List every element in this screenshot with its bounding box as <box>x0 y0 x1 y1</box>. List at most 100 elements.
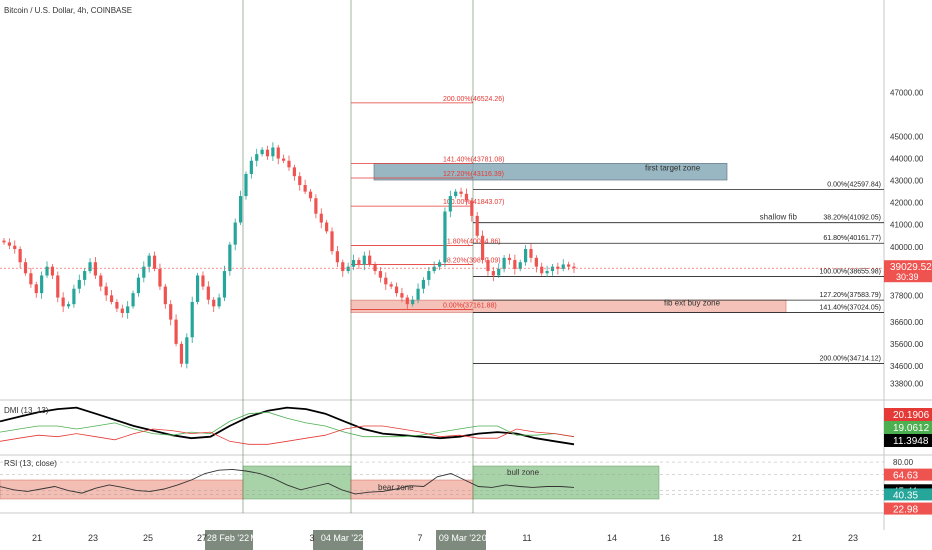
time-axis-tick: 16 <box>660 533 670 543</box>
candle-body <box>120 308 124 313</box>
dmi-minus-badge <box>884 408 932 421</box>
fib-left-label: 38.20%(39870.09) <box>443 257 501 264</box>
time-axis-tick: 27 <box>197 533 207 543</box>
dmi-value-label: 20.1906 <box>893 410 930 421</box>
fib-left-label: 127.20%(43116.39) <box>443 171 504 178</box>
candle-body <box>244 173 248 197</box>
candle-body <box>335 251 339 263</box>
candle-body <box>341 262 345 272</box>
candle-body <box>34 284 38 294</box>
candle-body <box>83 271 87 280</box>
candle-body <box>77 279 81 289</box>
price-axis-tick: 45000.00 <box>890 132 924 141</box>
price-axis-tick: 34600.00 <box>890 362 924 371</box>
fib-left-label: 200.00%(46524.26) <box>443 96 505 103</box>
candle-body <box>303 185 307 192</box>
candle-body <box>45 266 49 276</box>
candle-body <box>249 160 253 174</box>
candle-body <box>394 286 399 294</box>
candle-body <box>330 231 334 252</box>
price-axis-tick: 43000.00 <box>890 177 924 186</box>
time-axis-tick: 00:00 <box>482 533 505 543</box>
candle-body <box>491 271 495 276</box>
candle-body <box>513 260 517 269</box>
rsi-value-badge <box>884 502 932 515</box>
candle-body <box>18 249 22 263</box>
plus-di-line <box>0 411 575 438</box>
dmi-header: DMI (13, 13) <box>4 406 49 415</box>
candle-body <box>346 266 350 272</box>
time-axis-highlight <box>313 530 363 550</box>
candle-body <box>29 273 33 285</box>
candle-body <box>147 255 151 267</box>
candle-body <box>373 264 377 272</box>
fib-ext-buy-zone-label: fib ext buy zone <box>664 298 721 307</box>
candle-body <box>319 213 323 223</box>
time-axis-tick: 21 <box>792 533 802 543</box>
candle-body <box>405 297 409 305</box>
countdown-value: 30:39 <box>896 272 919 282</box>
candle-body <box>534 257 538 267</box>
bull-zone <box>472 465 660 500</box>
candle-body <box>497 268 501 276</box>
current-price-value: 39029.52 <box>890 262 932 273</box>
candle-body <box>292 167 296 177</box>
candle-body <box>158 268 162 287</box>
rsi-header: RSI (13, close) <box>4 459 57 468</box>
rsi-axis-tick: 80.00 <box>893 458 914 467</box>
adx-badge <box>884 434 932 447</box>
candle-body <box>540 266 544 274</box>
shallow-fib-label: shallow fib <box>760 213 798 222</box>
candle-body <box>470 200 474 216</box>
candle-body <box>99 275 103 287</box>
candle-body <box>550 266 555 272</box>
fib-left-label: 100.00%(41843.07) <box>443 199 505 206</box>
candle-body <box>185 337 189 364</box>
candle-body <box>314 198 318 214</box>
candle-body <box>136 277 141 294</box>
price-axis-tick: 40000.00 <box>890 243 924 252</box>
candle-body <box>217 297 221 307</box>
price-axis-tick: 41000.00 <box>890 221 924 230</box>
adx-line <box>0 406 575 446</box>
candle-body <box>61 297 65 307</box>
candle-body <box>56 275 60 298</box>
price-axis-tick: 44000.00 <box>890 155 924 164</box>
candle-body <box>255 154 259 161</box>
dmi-value-label: 11.3948 <box>893 436 929 447</box>
candle-body <box>567 264 571 267</box>
fib-left-label: 141.40%(43781.08) <box>443 156 505 163</box>
candle-body <box>529 249 533 258</box>
candle-body <box>115 301 119 309</box>
rsi-value-badge <box>884 468 932 481</box>
candle-body <box>287 160 291 168</box>
candle-body <box>126 306 130 313</box>
candle-body <box>502 257 506 269</box>
time-axis-tick: Mar <box>250 533 266 543</box>
candle-body <box>524 249 528 263</box>
candle-body <box>152 255 157 269</box>
time-axis-tick: 25 <box>143 533 153 543</box>
candle-body <box>362 255 366 265</box>
candle-body <box>50 266 54 276</box>
candle-body <box>480 235 485 261</box>
candle-body <box>13 245 17 250</box>
candle-body <box>437 262 442 267</box>
candle-body <box>239 196 243 223</box>
rsi-value-label: 22.98 <box>893 505 918 516</box>
candle-body <box>23 262 28 274</box>
candle-body <box>93 262 98 276</box>
candle-body <box>142 266 146 278</box>
candle-body <box>201 275 205 287</box>
fib-right-label: 0.00%(42597.84) <box>827 181 881 188</box>
fib-ext-buy-zone <box>350 299 787 313</box>
time-axis-tick: 11 <box>522 533 531 543</box>
time-axis-tick: 3 <box>309 533 314 543</box>
symbol-header: Bitcoin / U.S. Dollar, 4h, COINBASE <box>4 6 133 15</box>
candle-body <box>228 244 232 272</box>
rsi-value-label: 64.63 <box>893 471 918 482</box>
candle-body <box>260 149 264 155</box>
candle-body <box>378 271 383 278</box>
price-axis-tick: 47000.00 <box>890 88 924 97</box>
